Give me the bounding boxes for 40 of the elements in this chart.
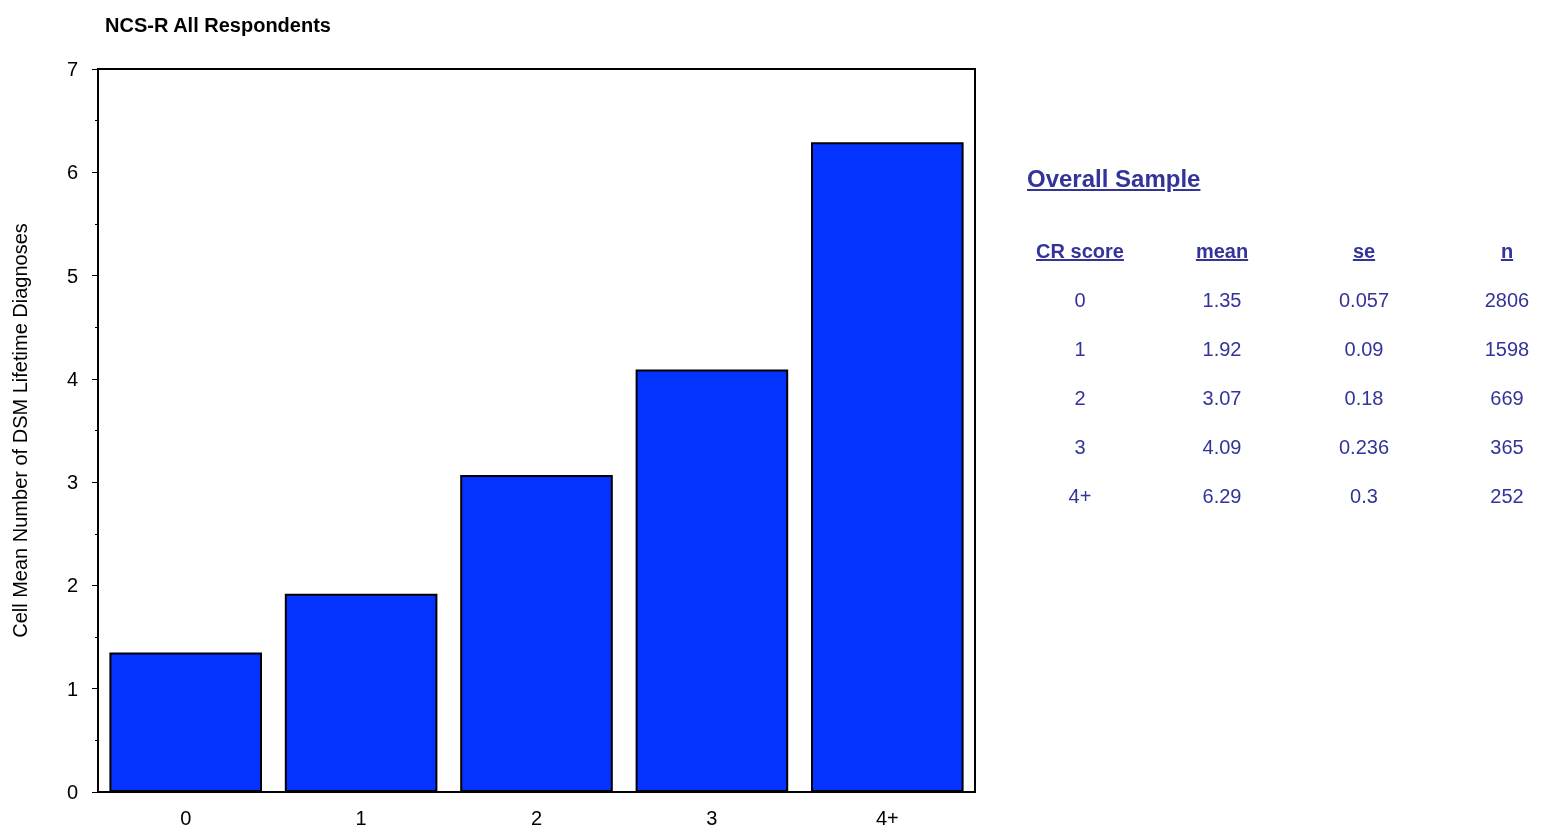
x-tick-label: 3: [706, 807, 718, 829]
text: mean: [1194, 240, 1250, 263]
text: 669: [1489, 387, 1525, 410]
text: 0.3: [1349, 485, 1379, 508]
category-label: 4+: [1068, 485, 1092, 507]
y-tick-label: 2: [66, 574, 78, 597]
y-tick-label: 7: [66, 58, 78, 80]
text: 1.35: [1201, 289, 1243, 312]
y-tick-label: 1: [66, 677, 78, 700]
category-label: 1: [1074, 338, 1086, 360]
text: n: [1499, 240, 1515, 263]
text: 0.09: [1343, 338, 1385, 361]
text: 252: [1489, 485, 1525, 508]
category-label: 0: [1074, 289, 1086, 311]
y-axis-title: Cell Mean Number of DSM Lifetime Diagnoses: [9, 223, 31, 638]
x-tick-label: 0: [180, 807, 192, 829]
text: 365: [1489, 436, 1525, 459]
text: 1598: [1483, 338, 1531, 361]
text: 1.92: [1201, 338, 1243, 361]
text: CR score: [1035, 240, 1125, 263]
y-tick-label: 3: [66, 471, 78, 494]
text: 4.09: [1201, 436, 1243, 459]
chart-title: NCS-R All Respondents: [105, 14, 331, 36]
text: se: [1351, 240, 1377, 263]
x-tick-label: 4+: [875, 807, 899, 829]
x-tick-label: 1: [355, 807, 367, 829]
text: 3.07: [1201, 387, 1243, 410]
y-tick-label: 4: [66, 367, 78, 390]
text: 2806: [1483, 289, 1531, 312]
text: 0.18: [1343, 387, 1385, 410]
text: 0.236: [1337, 436, 1391, 459]
category-label: 3: [1074, 436, 1086, 458]
y-tick-label: 5: [66, 264, 78, 287]
text: Overall Sample: [1027, 165, 1201, 193]
text: 0.057: [1337, 289, 1391, 312]
text: 6.29: [1201, 485, 1243, 508]
category-label: 2: [1074, 387, 1086, 409]
x-tick-label: 2: [530, 807, 543, 829]
y-tick-label: 6: [66, 161, 78, 184]
y-tick-label: 0: [66, 781, 78, 803]
